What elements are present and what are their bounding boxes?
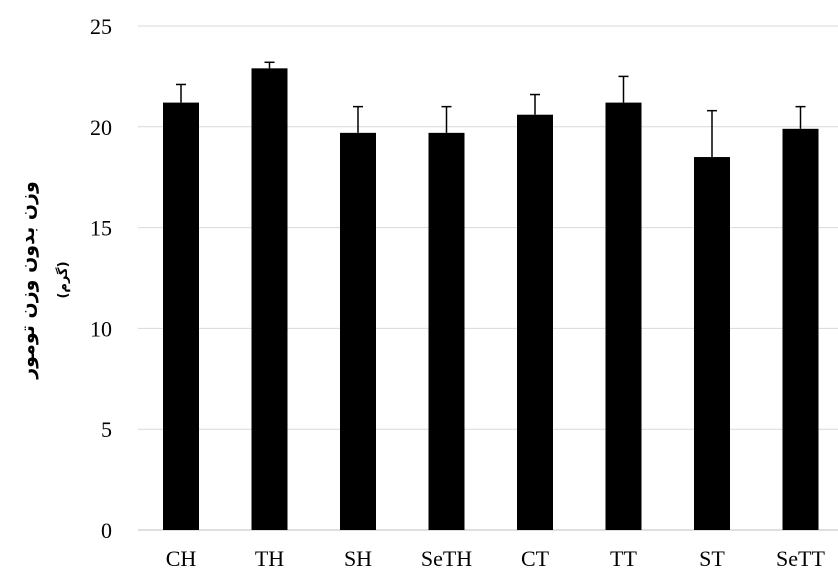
- y-tick-label: 5: [101, 417, 112, 442]
- y-tick-label: 15: [90, 216, 112, 241]
- bar-tt: [605, 102, 642, 530]
- y-tick-labels: 0 5 10 15 20 25: [90, 14, 112, 543]
- y-axis-label: وزن بدون وزن تومور: [17, 181, 39, 380]
- y-axis-title: وزن بدون وزن تومور (گرم): [17, 181, 71, 380]
- gridlines: [138, 25, 838, 531]
- bar-seth: [428, 132, 465, 530]
- bar-st: [694, 157, 730, 531]
- x-tick-label: SeTT: [776, 546, 825, 571]
- bar-ct: [517, 114, 553, 530]
- y-axis-unit: (گرم): [55, 261, 71, 298]
- bar-th: [251, 68, 288, 530]
- error-bars: [176, 61, 806, 158]
- x-tick-label: SH: [344, 546, 372, 571]
- x-tick-label: CT: [521, 546, 550, 571]
- x-tick-label: SeTH: [421, 546, 472, 571]
- y-tick-label: 10: [90, 316, 112, 341]
- x-tick-label: ST: [699, 546, 725, 571]
- y-tick-label: 20: [90, 115, 112, 140]
- bar-sett: [782, 128, 819, 531]
- bar-sh: [340, 132, 376, 530]
- y-tick-label: 0: [101, 518, 112, 543]
- bar-ch: [163, 102, 199, 530]
- bars: [163, 68, 819, 531]
- x-tick-label: TT: [610, 546, 637, 571]
- x-tick-label: TH: [255, 546, 284, 571]
- x-tick-label: CH: [166, 546, 197, 571]
- y-tick-label: 25: [90, 14, 112, 39]
- x-tick-labels: CH TH SH SeTH CT TT ST SeTT: [166, 546, 826, 571]
